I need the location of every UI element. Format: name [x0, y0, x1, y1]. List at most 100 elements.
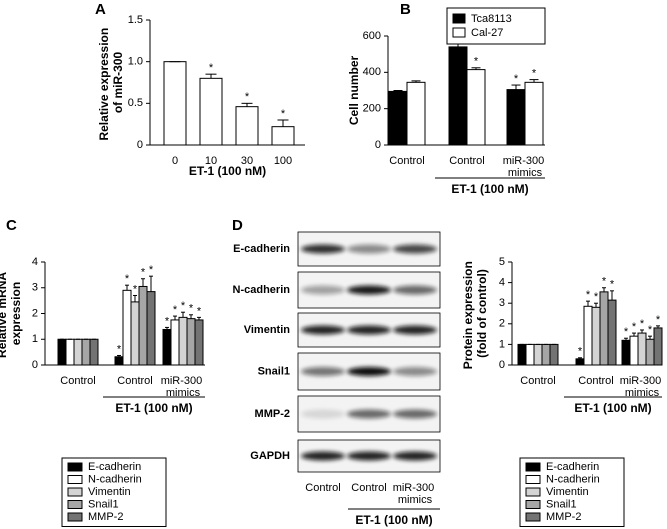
x-tick-label: miR-300 mimics — [620, 375, 665, 399]
bar — [170, 319, 180, 366]
bar — [549, 343, 559, 366]
legend-label: E-cadherin — [546, 461, 599, 473]
significance: * — [514, 73, 519, 85]
blot-band — [347, 244, 391, 254]
significance: * — [578, 346, 583, 358]
bar — [645, 338, 655, 366]
blot-band — [393, 451, 437, 461]
bar — [506, 89, 526, 146]
bar — [629, 335, 639, 366]
legend-label: Vimentin — [546, 486, 589, 498]
significance: * — [133, 283, 138, 295]
blot-band — [347, 285, 391, 295]
significance: * — [197, 305, 202, 317]
y-tick-label: 0 — [32, 359, 38, 371]
x-tick-label: Control — [520, 375, 555, 387]
x-tick-label: 0 — [172, 155, 178, 167]
blot-row-label: GAPDH — [250, 450, 290, 462]
bar — [653, 327, 663, 366]
y-tick-label: 1.5 — [128, 14, 143, 26]
bar — [163, 61, 187, 146]
legend-label: MMP-2 — [88, 511, 123, 523]
x-tick-label: miR-300 mimics — [503, 155, 548, 179]
bar — [575, 358, 585, 366]
blot-row-label: E-cadherin — [233, 243, 290, 255]
bar — [533, 343, 543, 366]
y-tick-label: 0.5 — [128, 97, 143, 109]
legend-swatch — [67, 462, 83, 472]
group-label: ET-1 (100 nM) — [355, 513, 432, 527]
x-tick-label: Control — [389, 155, 424, 167]
y-axis-label: Protein expression (fold of control) — [461, 258, 489, 369]
legend-swatch — [525, 475, 541, 484]
blot-band — [301, 367, 345, 376]
significance: * — [624, 326, 629, 338]
x-tick-label: Control — [578, 375, 613, 387]
significance: * — [245, 91, 250, 103]
significance: * — [594, 291, 599, 303]
significance: * — [602, 276, 607, 288]
y-tick-label: 1 — [499, 338, 505, 350]
legend-swatch — [452, 13, 466, 24]
panel-letter: B — [400, 1, 411, 18]
x-tick-label: 100 — [274, 155, 292, 167]
blot-band — [301, 451, 345, 461]
bar — [57, 338, 67, 366]
blot-row-label: MMP-2 — [255, 408, 290, 420]
bar — [591, 306, 601, 366]
significance: * — [125, 273, 130, 285]
blot-band — [347, 325, 391, 335]
y-tick-label: 1.0 — [128, 56, 143, 68]
significance: * — [281, 108, 286, 120]
x-tick-label: 30 — [241, 155, 253, 167]
legend-label: N-cadherin — [88, 473, 142, 485]
bar — [186, 318, 196, 366]
bar — [607, 299, 617, 366]
bar — [81, 338, 91, 366]
blot-band — [393, 367, 437, 376]
blot-band — [301, 325, 345, 335]
legend-label: E-cadherin — [88, 461, 141, 473]
legend-label: MMP-2 — [546, 511, 581, 523]
y-tick-label: 3 — [32, 282, 38, 294]
legend-swatch — [525, 512, 541, 522]
legend-label: N-cadherin — [546, 473, 600, 485]
bar — [524, 81, 544, 146]
bar — [178, 316, 188, 366]
bar — [162, 328, 172, 366]
group-label: ET-1 (100 nM) — [451, 182, 528, 196]
blot-lane-label: Control — [351, 482, 386, 494]
legend-swatch — [525, 500, 541, 509]
blot-row-label: N-cadherin — [233, 284, 291, 296]
panel-letter: D — [232, 217, 243, 234]
significance: * — [532, 68, 537, 80]
bar — [146, 291, 156, 366]
bar — [89, 338, 99, 366]
bar — [138, 285, 148, 366]
significance: * — [141, 267, 146, 279]
bar — [583, 305, 593, 366]
y-tick-label: 400 — [363, 66, 381, 78]
legend-swatch — [525, 462, 541, 472]
y-tick-label: 0 — [375, 139, 381, 151]
bar — [388, 90, 408, 146]
bar — [541, 343, 551, 366]
x-tick-label: Control — [117, 375, 152, 387]
significance: * — [117, 343, 122, 355]
y-tick-label: 2 — [499, 318, 505, 330]
legend-swatch — [67, 512, 83, 522]
significance: * — [173, 304, 178, 316]
x-axis-label: ET-1 (100 nM) — [189, 164, 266, 178]
legend-swatch — [67, 475, 83, 484]
legend-label: Cal-27 — [471, 27, 503, 39]
legend-label: Tca8113 — [471, 13, 512, 25]
bar — [235, 106, 259, 146]
bar — [194, 319, 204, 366]
significance: * — [640, 318, 645, 330]
bar — [599, 291, 609, 366]
y-tick-label: 4 — [499, 277, 505, 289]
bar — [448, 46, 468, 146]
y-tick-label: 600 — [363, 30, 381, 42]
